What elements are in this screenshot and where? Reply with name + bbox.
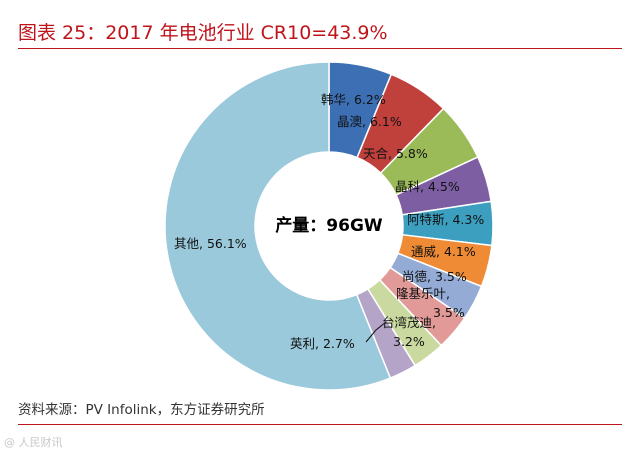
slice-label-4: 阿特斯, 4.3% bbox=[407, 212, 484, 227]
slice-label-10: 其他, 56.1% bbox=[174, 236, 247, 251]
slice-label-2: 天合, 5.8% bbox=[363, 146, 428, 161]
slice-label-8: 台湾茂迪, 3.2% bbox=[382, 315, 436, 349]
center-label: 产量：96GW bbox=[275, 215, 383, 236]
page-title: 图表 25：2017 年电池行业 CR10=43.9% bbox=[18, 22, 388, 44]
watermark: @ 人民财讯 bbox=[4, 436, 63, 449]
chart-slices bbox=[164, 61, 494, 391]
source-note: 资料来源：PV Infolink，东方证券研究所 bbox=[18, 402, 265, 418]
chart-labels: 韩华, 6.2% 晶澳, 6.1% 天合, 5.8% 晶科, 4.5% 阿特斯, 4.3… bbox=[174, 92, 484, 351]
slice-label-3: 晶科, 4.5% bbox=[395, 179, 460, 194]
slice-label-6: 尚德, 3.5% bbox=[402, 269, 467, 284]
slice-label-0: 韩华, 6.2% bbox=[321, 92, 386, 107]
slice-10 bbox=[164, 61, 392, 391]
slice-label-5: 通威, 4.1% bbox=[411, 244, 476, 259]
slice-label-7: 隆基乐叶, 3.5% bbox=[396, 286, 465, 320]
slice-label-1: 晶澳, 6.1% bbox=[337, 114, 402, 129]
title-divider bbox=[18, 48, 622, 49]
bottom-divider bbox=[18, 424, 622, 425]
slice-label-9: 英利, 2.7% bbox=[290, 336, 355, 351]
leader-line bbox=[365, 321, 387, 343]
